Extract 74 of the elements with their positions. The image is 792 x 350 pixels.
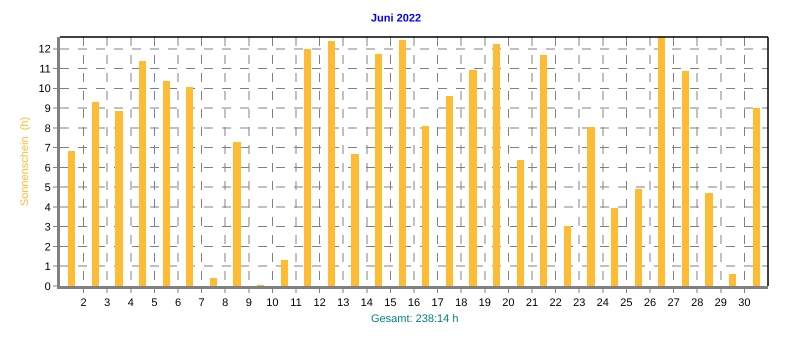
x-tick-label: 23 xyxy=(573,297,586,310)
bar xyxy=(564,226,571,286)
bar xyxy=(115,111,123,286)
bar xyxy=(446,96,453,286)
x-tick-label: 30 xyxy=(738,297,751,310)
bar xyxy=(92,102,99,286)
bar xyxy=(635,189,642,286)
x-tick-label: 9 xyxy=(246,297,252,310)
chart-title: Juni 2022 xyxy=(370,12,422,24)
y-tick-label: 1 xyxy=(44,261,51,274)
x-tick-label: 27 xyxy=(667,297,680,310)
y-tick-label: 6 xyxy=(44,162,51,174)
y-tick-label: 11 xyxy=(39,63,51,76)
y-tick-label: 8 xyxy=(44,122,51,135)
x-tick-label: 21 xyxy=(526,297,538,310)
x-tick-label: 15 xyxy=(384,297,397,310)
x-tick-label: 17 xyxy=(431,297,444,310)
bar xyxy=(210,278,217,286)
y-tick-label: 4 xyxy=(44,202,51,214)
text: Gesamt: 238:14 h xyxy=(371,313,458,325)
y-tick-label: 3 xyxy=(44,222,51,234)
x-tick-label: 19 xyxy=(478,297,491,310)
y-tick-label: 2 xyxy=(44,241,51,254)
bar xyxy=(611,208,618,286)
y-tick-label: 0 xyxy=(44,280,51,293)
x-tick-label: 18 xyxy=(455,297,468,310)
x-tick-label: 12 xyxy=(313,297,326,310)
x-tick-label: 5 xyxy=(151,297,158,310)
bar xyxy=(68,151,75,286)
bar xyxy=(328,41,335,286)
y-axis-title: Sonnenschein (h) xyxy=(19,116,32,206)
x-tick-label: 14 xyxy=(360,297,373,310)
bar xyxy=(399,40,406,286)
x-tick-label: 25 xyxy=(620,297,633,310)
y-tick-label: 10 xyxy=(38,83,51,96)
x-tick-label: 26 xyxy=(644,297,656,310)
bar xyxy=(587,127,595,286)
bar xyxy=(493,44,500,286)
x-tick-label: 28 xyxy=(691,297,704,310)
bar xyxy=(682,71,689,286)
y-tick-label: 12 xyxy=(38,44,51,56)
bar xyxy=(163,81,170,286)
x-tick-label: 6 xyxy=(174,297,182,310)
x-tick-label: 29 xyxy=(714,297,727,310)
x-tick-label: 10 xyxy=(266,297,279,310)
bar xyxy=(233,142,241,286)
x-tick-label: 2 xyxy=(80,297,87,310)
bar xyxy=(469,70,477,286)
x-tick-label: 7 xyxy=(198,297,205,310)
x-tick-label: 16 xyxy=(408,297,420,310)
bar xyxy=(729,274,736,286)
x-tick-label: 20 xyxy=(502,297,515,310)
y-tick-label: 9 xyxy=(44,102,51,115)
y-tick-label: 5 xyxy=(44,182,51,194)
bar xyxy=(705,193,713,286)
x-tick-label: 22 xyxy=(549,297,562,310)
bar xyxy=(540,55,547,286)
bar xyxy=(304,49,311,286)
x-tick-label: 8 xyxy=(222,297,228,310)
bar xyxy=(422,126,429,286)
bar xyxy=(186,87,193,286)
x-tick-label: 4 xyxy=(128,297,134,310)
bar xyxy=(139,61,146,286)
bar xyxy=(375,54,382,286)
bar xyxy=(753,108,760,286)
bar xyxy=(281,260,288,286)
x-tick-label: 24 xyxy=(596,297,609,310)
bar xyxy=(517,160,524,286)
bar xyxy=(658,37,665,286)
y-tick-label: 7 xyxy=(44,142,51,155)
x-tick-label: 3 xyxy=(104,297,110,310)
x-tick-label: 13 xyxy=(337,297,350,310)
x-tick-label: 11 xyxy=(290,297,302,310)
bar xyxy=(351,154,359,286)
